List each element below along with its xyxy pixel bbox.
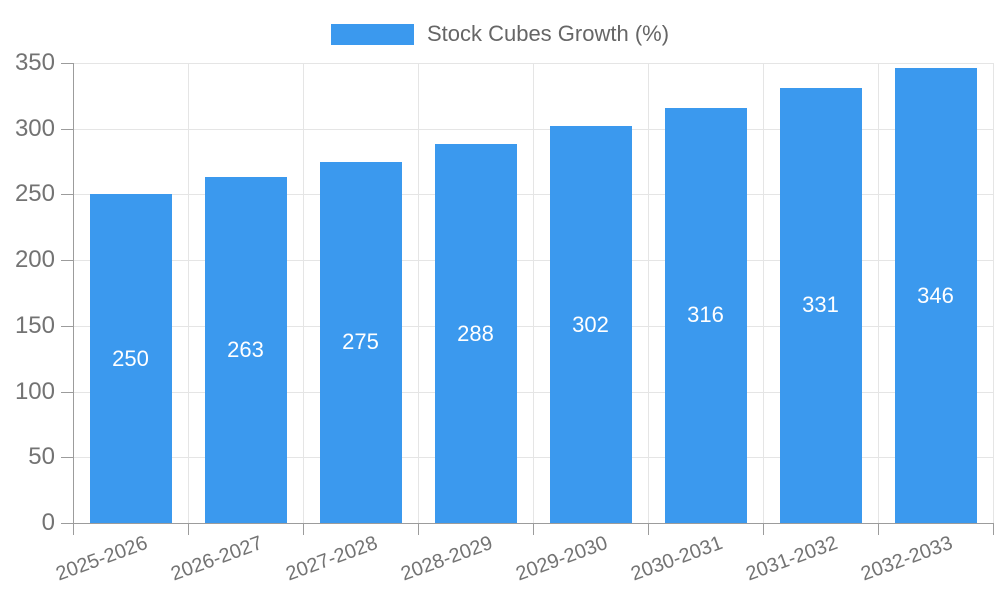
bar-value-label: 250: [112, 345, 149, 371]
bar-value-label: 302: [572, 311, 609, 337]
y-axis-label: 250: [14, 180, 55, 208]
y-axis-tick: [61, 260, 73, 262]
gridline-vertical: [303, 63, 304, 523]
y-axis-label: 50: [28, 443, 55, 471]
y-axis-tick: [61, 128, 73, 130]
bar-value-label: 346: [917, 282, 954, 308]
legend-item[interactable]: Stock Cubes Growth (%): [0, 21, 1000, 47]
legend-swatch: [330, 23, 414, 45]
x-axis-tick: [303, 523, 304, 535]
gridline-vertical: [648, 63, 649, 523]
bar[interactable]: [89, 194, 172, 523]
bar-value-label: 288: [457, 320, 494, 346]
gridline-vertical: [533, 63, 534, 523]
gridline-vertical: [418, 63, 419, 523]
bar-value-label: 331: [802, 292, 839, 318]
legend-label: Stock Cubes Growth (%): [426, 21, 670, 46]
x-axis-tick: [188, 523, 189, 535]
y-axis-label: 0: [41, 509, 55, 536]
gridline-vertical: [188, 63, 189, 523]
bar-value-label: 316: [687, 302, 724, 328]
bar-value-label: 263: [227, 337, 264, 363]
x-axis-tick: [648, 523, 649, 535]
x-axis-tick: [763, 523, 764, 535]
y-axis-label: 300: [14, 114, 55, 142]
bar[interactable]: [549, 126, 632, 523]
bar[interactable]: [204, 177, 287, 523]
y-axis-label: 100: [14, 377, 55, 405]
y-axis-label: 200: [14, 246, 55, 274]
y-axis-label: 150: [14, 311, 55, 339]
bar-value-label: 275: [342, 329, 379, 355]
y-axis-tick: [61, 457, 73, 459]
y-axis-tick: [61, 63, 73, 64]
bar[interactable]: [664, 107, 747, 523]
gridline-vertical: [878, 63, 879, 523]
gridline-vertical: [763, 63, 764, 523]
bar[interactable]: [319, 161, 402, 523]
y-axis-line: [73, 63, 74, 535]
x-axis-tick: [533, 523, 534, 535]
x-axis-tick: [993, 523, 994, 535]
y-axis-tick: [61, 325, 73, 327]
x-axis-tick: [878, 523, 879, 535]
y-axis-tick: [61, 391, 73, 393]
y-axis-tick: [61, 194, 73, 196]
x-axis-tick: [418, 523, 419, 535]
x-axis-line: [61, 523, 993, 524]
gridline-vertical: [993, 63, 994, 523]
bar[interactable]: [894, 68, 977, 523]
bar[interactable]: [779, 87, 862, 523]
y-axis-label: 350: [14, 49, 55, 76]
bar[interactable]: [434, 144, 517, 523]
